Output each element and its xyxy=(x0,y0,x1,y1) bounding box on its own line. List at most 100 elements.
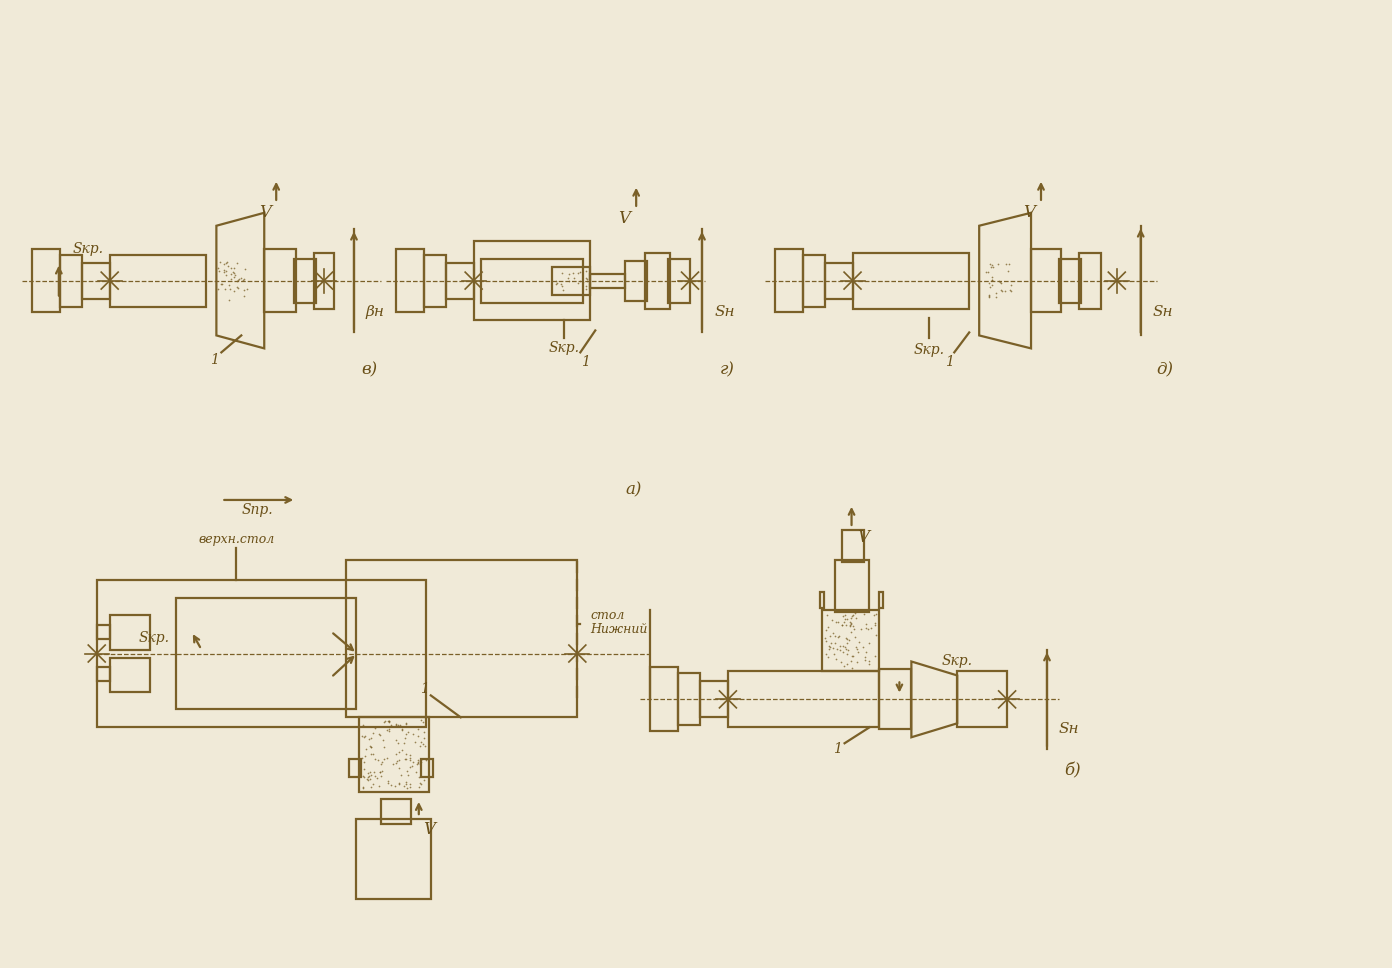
Bar xyxy=(110,657,149,692)
Point xyxy=(366,752,388,768)
Point xyxy=(827,642,849,657)
Point xyxy=(361,740,383,755)
Point xyxy=(395,746,418,762)
Point xyxy=(842,649,864,664)
Point xyxy=(856,621,878,637)
Bar xyxy=(347,560,578,717)
Point xyxy=(408,757,430,772)
Point xyxy=(816,607,838,622)
Point xyxy=(358,769,380,784)
Point xyxy=(838,632,860,648)
Bar xyxy=(423,255,445,307)
Point xyxy=(814,622,837,638)
Point xyxy=(359,739,381,754)
Text: V: V xyxy=(857,529,870,546)
Point xyxy=(835,630,857,646)
Point xyxy=(391,722,413,738)
Bar xyxy=(96,580,426,727)
Point xyxy=(376,722,398,738)
Bar xyxy=(1059,258,1082,303)
Point xyxy=(232,287,255,303)
Point xyxy=(979,275,1001,290)
Point xyxy=(394,751,416,767)
Text: V: V xyxy=(1023,204,1036,222)
Point xyxy=(844,630,866,646)
Point xyxy=(362,746,384,762)
Point xyxy=(226,255,248,270)
Bar xyxy=(625,260,647,300)
Point xyxy=(834,658,856,674)
Point xyxy=(358,731,380,746)
Point xyxy=(998,256,1020,271)
Point xyxy=(386,755,408,771)
Point xyxy=(837,642,859,657)
Point xyxy=(835,656,857,672)
Point xyxy=(359,740,381,755)
Point xyxy=(863,608,885,623)
Point xyxy=(352,779,374,795)
Point xyxy=(845,610,867,625)
Point xyxy=(373,713,395,729)
Bar xyxy=(1079,253,1101,309)
Point xyxy=(404,735,426,750)
Point xyxy=(395,776,418,792)
Bar xyxy=(668,258,690,303)
Point xyxy=(848,634,870,650)
Point xyxy=(821,640,844,655)
Point xyxy=(853,607,876,622)
Bar xyxy=(880,670,912,729)
Point xyxy=(377,713,400,729)
Point xyxy=(406,728,429,743)
Bar xyxy=(60,255,82,307)
Point xyxy=(383,757,405,772)
Point xyxy=(406,755,429,771)
Point xyxy=(979,280,1001,295)
Point xyxy=(359,746,381,762)
Point xyxy=(388,752,411,768)
Point xyxy=(358,766,380,781)
Point xyxy=(977,288,999,304)
Point xyxy=(207,260,230,276)
Point xyxy=(841,608,863,623)
Point xyxy=(575,263,597,279)
Point xyxy=(354,729,376,744)
Point xyxy=(981,278,1004,293)
Point xyxy=(210,277,232,292)
Point xyxy=(412,713,434,729)
Point xyxy=(844,620,866,636)
Point xyxy=(852,639,874,654)
Point xyxy=(377,713,400,729)
Point xyxy=(860,620,883,636)
Bar xyxy=(700,681,728,717)
Point xyxy=(839,618,862,633)
Text: V: V xyxy=(618,210,631,227)
Point xyxy=(386,716,408,732)
Text: Sпр.: Sпр. xyxy=(241,503,273,517)
Point xyxy=(857,656,880,672)
Point xyxy=(409,712,432,728)
Point xyxy=(380,777,402,793)
Point xyxy=(221,264,244,280)
Point xyxy=(409,738,432,753)
Point xyxy=(551,278,574,293)
Point xyxy=(379,713,401,729)
Point xyxy=(214,267,237,283)
Point xyxy=(223,265,245,281)
Point xyxy=(853,652,876,668)
Point xyxy=(351,729,373,744)
Point xyxy=(377,723,400,739)
Point xyxy=(395,752,418,768)
Point xyxy=(814,633,837,649)
Bar xyxy=(958,672,1006,727)
Point xyxy=(213,263,235,279)
Point xyxy=(987,273,1009,288)
Point xyxy=(395,774,418,790)
Point xyxy=(857,635,880,650)
Point xyxy=(234,283,256,298)
Point xyxy=(983,259,1005,275)
Point xyxy=(984,289,1006,305)
Point xyxy=(864,618,887,633)
Point xyxy=(994,256,1016,271)
Point xyxy=(990,274,1012,289)
Point xyxy=(397,768,419,783)
